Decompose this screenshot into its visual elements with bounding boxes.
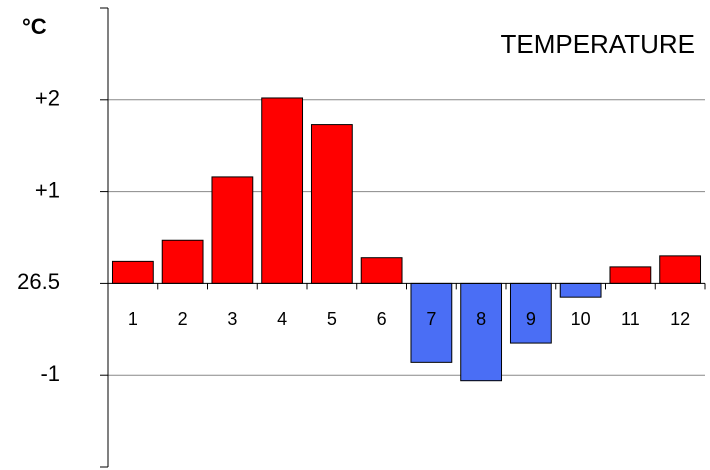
bar — [211, 176, 254, 284]
chart-title: TEMPERATURE — [500, 29, 695, 59]
x-tick-label: 6 — [377, 309, 387, 329]
bar — [310, 124, 353, 284]
bar — [460, 282, 503, 382]
bar — [360, 257, 403, 284]
y-tick-label: +2 — [35, 86, 60, 111]
x-tick-label: 3 — [227, 309, 237, 329]
x-tick-label: 2 — [178, 309, 188, 329]
bar — [559, 282, 602, 298]
bar — [161, 239, 204, 284]
bar — [111, 260, 154, 284]
y-unit: °C — [22, 14, 47, 39]
x-tick-label: 9 — [526, 309, 536, 329]
x-tick-label: 12 — [670, 309, 690, 329]
y-tick-label: 26.5 — [17, 269, 60, 294]
bar — [261, 97, 304, 284]
x-tick-label: 8 — [476, 309, 486, 329]
x-tick-label: 7 — [426, 309, 436, 329]
x-tick-label: 4 — [277, 309, 287, 329]
x-tick-label: 5 — [327, 309, 337, 329]
x-tick-label: 1 — [128, 309, 138, 329]
bar — [609, 266, 652, 284]
bar — [509, 282, 552, 344]
y-tick-label: +1 — [35, 177, 60, 202]
x-tick-label: 10 — [571, 309, 591, 329]
bar — [659, 255, 702, 284]
x-tick-label: 11 — [621, 309, 640, 329]
y-tick-label: -1 — [40, 361, 60, 386]
